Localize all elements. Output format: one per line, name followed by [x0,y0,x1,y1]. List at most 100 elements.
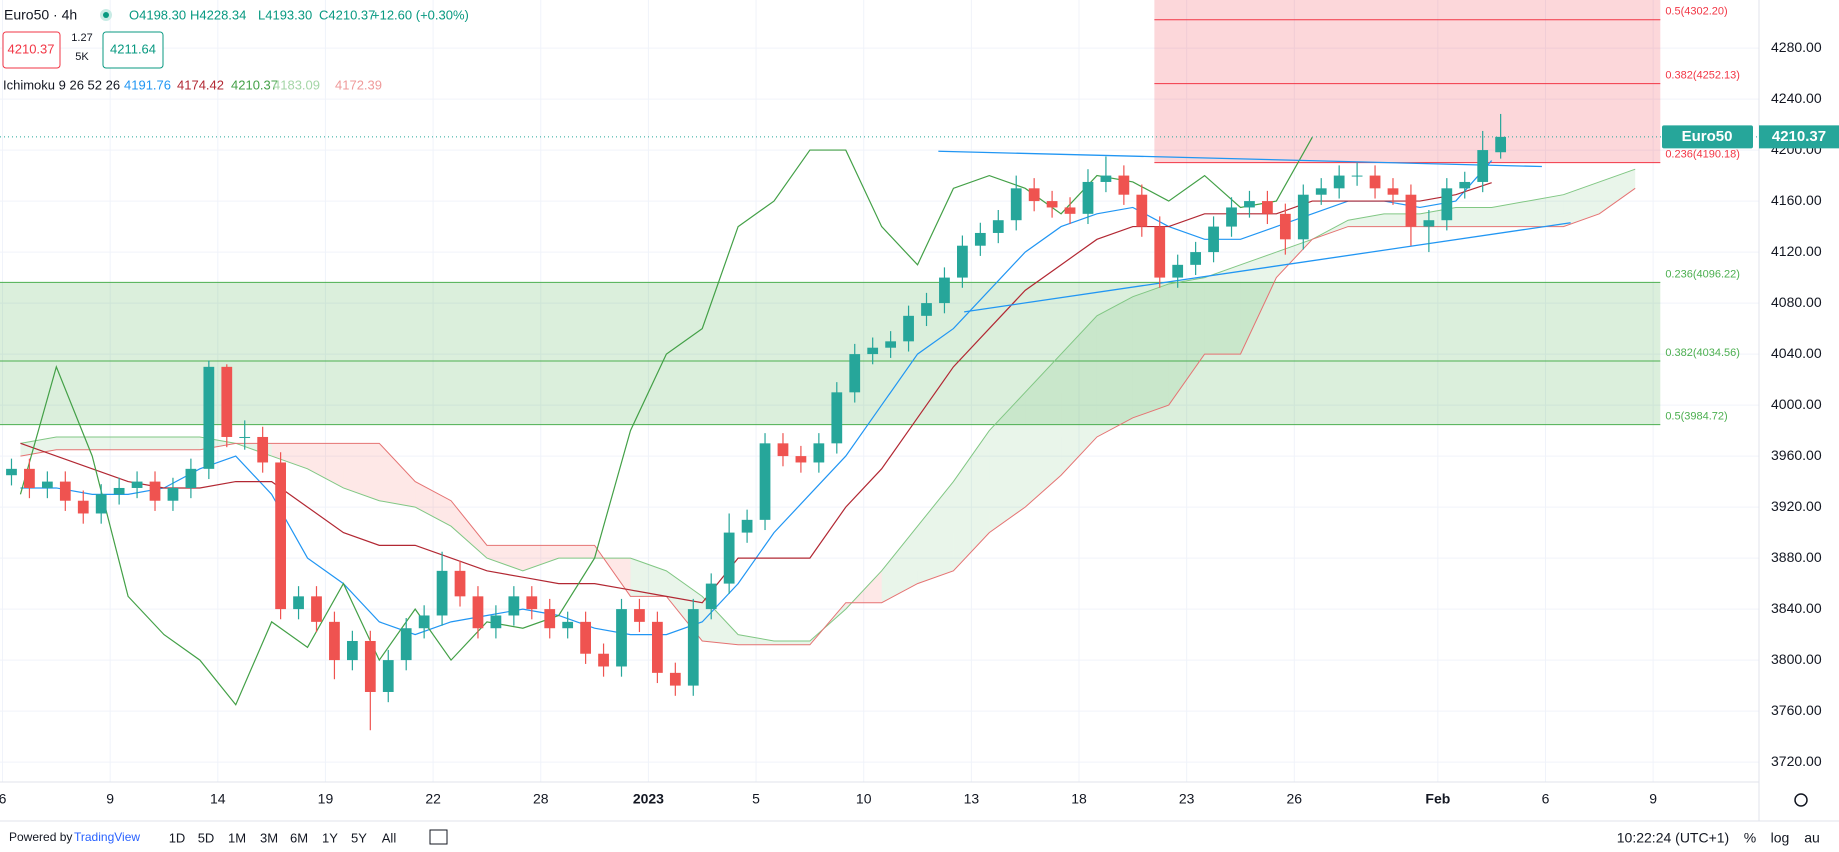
candle-body [759,443,771,520]
symbol-tag [1662,125,1753,149]
candle-body [1136,194,1148,227]
cloud-segment [1061,315,1097,476]
range-button[interactable]: All [382,830,397,845]
candle-body [1226,207,1237,227]
candle-body [1208,226,1219,253]
ichimoku-line [19,137,1313,706]
fib-label: 0.236(4096.22) [1665,268,1740,280]
cloud-segment [20,436,57,457]
range-button[interactable]: 5D [198,830,215,845]
candle-body [1369,175,1381,189]
candle-body [508,596,520,616]
x-tick-label: 22 [425,791,441,807]
range-button[interactable]: 5Y [351,830,367,845]
candle-body [239,436,251,438]
change-value: +12.60 (+0.30%) [372,7,469,22]
date-range-icon[interactable] [429,829,448,845]
fib-zone [1154,0,1661,163]
low-value: L4193.30 [258,7,312,22]
candle-body [831,392,843,444]
fib-label: 0.382(4252.13) [1665,70,1740,82]
volume: 5K [75,51,89,63]
candle-body [41,481,53,488]
status-dot-core [103,12,109,18]
candle-body [24,468,35,488]
range-button[interactable]: 6M [290,830,308,845]
candle-body [131,481,143,488]
range-button[interactable]: 1D [169,830,186,845]
cloud-segment [917,481,954,584]
candle-body [544,609,556,629]
candle-body [1441,188,1453,221]
candle-body [77,500,89,514]
candle-body [1262,201,1273,214]
cloud-segment [522,545,559,571]
candle-body [1315,188,1327,195]
x-tick-label: Feb [1425,791,1450,807]
trendline [938,150,1542,168]
candle-body [59,481,71,501]
candle-body [1351,175,1363,177]
buy-box[interactable] [102,31,164,69]
range-button[interactable]: 1M [228,830,246,845]
cloud-segment [989,392,1026,533]
candle-body [364,640,376,692]
brand-link[interactable]: TradingView [74,830,140,844]
candle-body [669,672,681,686]
x-tick-label: 5 [752,791,760,807]
candle-body [687,609,699,686]
overlay-layer: Euro50 · 4h O4198.30 H4228.34 L4193.30 C… [0,6,1839,846]
cloud-segment [1096,296,1133,437]
cloud-segment [1168,277,1205,406]
candle-body [275,462,286,610]
range-button[interactable]: 1Y [322,830,338,845]
y-tick-label: 4000.00 [1771,396,1822,412]
range-button[interactable]: 3M [260,830,278,845]
log-toggle[interactable]: log [1771,830,1790,846]
candle-body [1387,188,1399,195]
x-tick-label: 13 [964,791,980,807]
x-tick-label: 6 [1542,791,1550,807]
indicator-value: 4183.09 [273,77,320,92]
symbol-title: Euro50 · 4h [4,7,77,23]
candle-body [1279,213,1291,240]
y-tick-label: 3760.00 [1771,702,1822,718]
x-tick-label: 23 [1179,791,1195,807]
candle-body [1100,175,1112,182]
powered-by: Powered by [9,830,72,844]
clock: 10:22:24 (UTC+1) [1617,830,1729,846]
candle-body [418,615,430,629]
sell-box[interactable] [2,31,61,69]
x-tick-label: 6 [0,791,7,807]
candle-body [149,481,161,501]
cloud-segment [271,443,308,469]
candle-body [1423,220,1435,227]
y-tick-label: 3920.00 [1771,498,1822,514]
price-tag [1759,125,1839,149]
y-tick-label: 4280.00 [1771,39,1822,55]
auto-toggle[interactable]: au [1804,830,1820,846]
candle-body [867,347,879,355]
percent-toggle[interactable]: % [1744,830,1756,846]
candle-body [203,366,215,469]
indicator-value: 4191.76 [124,77,171,92]
candle-body [472,596,484,629]
candle-body [1297,194,1309,240]
x-tick-label: 28 [533,791,549,807]
candle-body [849,354,861,393]
senkou-span-b [20,187,1636,646]
candle-body [885,341,897,348]
candle-body [221,366,233,437]
settings-icon[interactable] [1794,793,1808,807]
cloud-segment [343,443,380,501]
candle-body [311,596,322,622]
candle-body [1244,201,1255,208]
fib-zone [0,282,1661,425]
x-tick-label: 19 [318,791,334,807]
buy-price: 4211.64 [110,41,156,56]
candle-body [1190,252,1202,265]
candle-body [185,468,197,488]
y-tick-label: 3840.00 [1771,600,1822,616]
cloud-segment [774,640,810,645]
